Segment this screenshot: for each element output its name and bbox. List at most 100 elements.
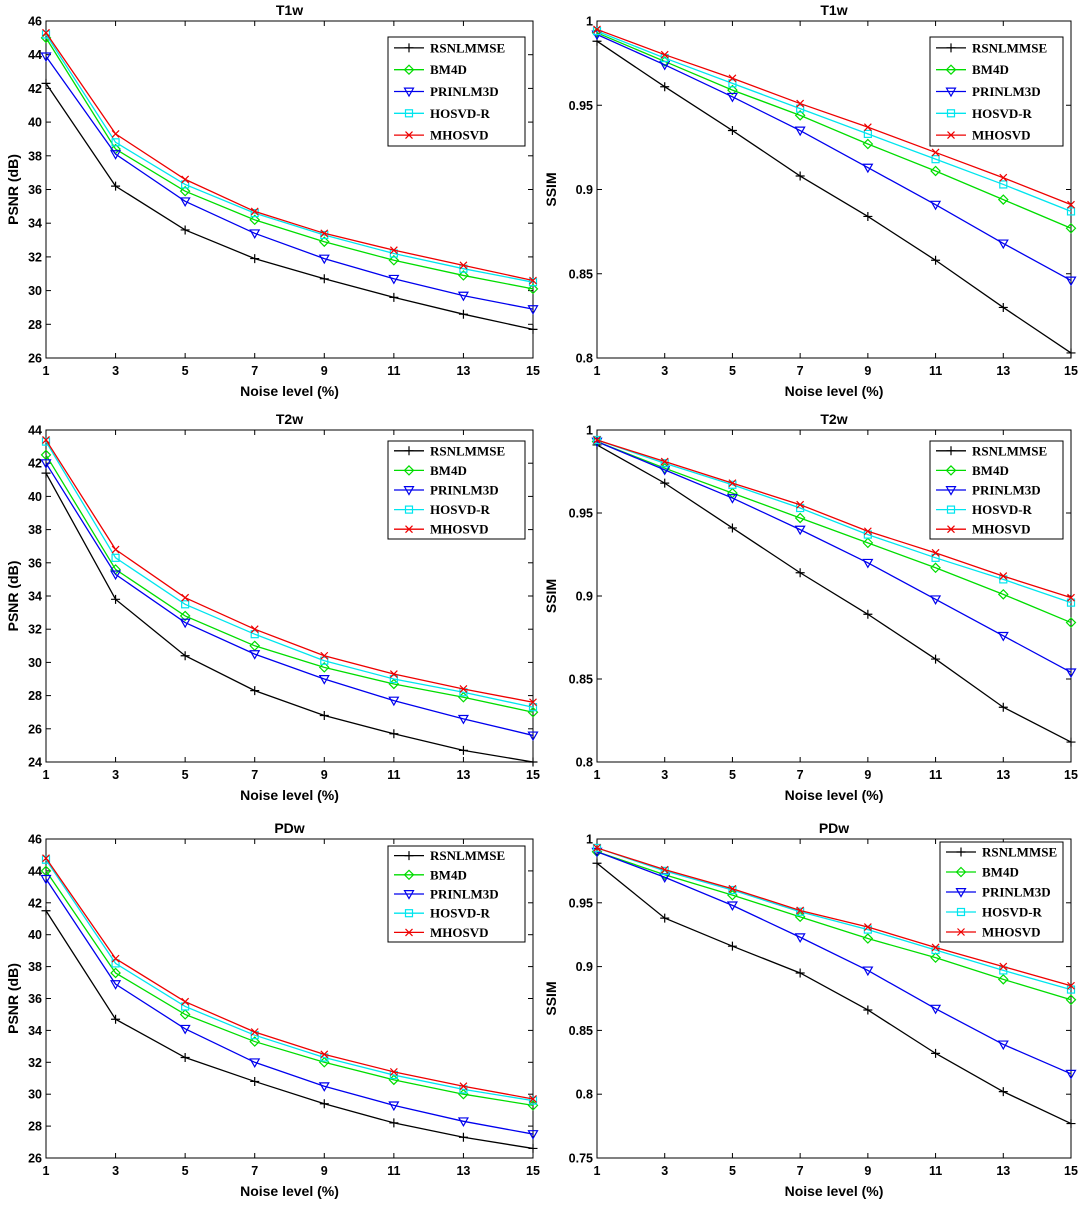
data-point xyxy=(1065,994,1077,1006)
series-prinlm3d xyxy=(40,52,539,315)
data-point xyxy=(527,283,539,295)
y-tick-label: 42 xyxy=(28,457,42,471)
legend-label: PRINLM3D xyxy=(430,483,499,498)
legend-item: MHOSVD xyxy=(936,128,1031,143)
series-mhosvd xyxy=(593,436,1075,602)
series-hosvd-r xyxy=(41,30,538,287)
y-tick-label: 0.8 xyxy=(576,756,593,770)
data-point xyxy=(111,594,121,604)
y-tick-label: 32 xyxy=(28,1056,42,1070)
series-rsnlmmse xyxy=(592,858,1076,1129)
y-tick-label: 44 xyxy=(28,864,42,878)
data-point xyxy=(179,197,191,208)
x-tick-label: 1 xyxy=(43,1164,50,1178)
data-point xyxy=(728,884,737,893)
x-tick-label: 7 xyxy=(251,364,258,378)
data-point xyxy=(459,1082,468,1091)
legend-marker xyxy=(955,888,967,898)
legend-marker xyxy=(945,87,957,98)
x-tick-label: 11 xyxy=(929,364,942,378)
series-line xyxy=(45,878,534,1135)
y-axis-label: SSIM xyxy=(543,981,559,1015)
data-point xyxy=(320,1050,329,1059)
y-tick-label: 0.85 xyxy=(569,673,593,687)
series-line xyxy=(596,851,1072,1001)
series-line xyxy=(596,441,1072,624)
data-point xyxy=(459,261,468,270)
data-point xyxy=(795,171,805,181)
series-line xyxy=(45,454,534,713)
data-point xyxy=(862,966,874,977)
y-tick-label: 0.9 xyxy=(576,960,593,974)
series-line xyxy=(596,40,1072,354)
y-tick-label: 32 xyxy=(28,623,42,637)
data-point xyxy=(1066,598,1076,607)
data-point xyxy=(728,74,737,83)
data-point xyxy=(931,255,941,265)
y-axis-label: PSNR (dB) xyxy=(5,561,21,632)
legend-marker xyxy=(404,446,414,456)
data-point xyxy=(1065,1069,1077,1080)
x-axis-label: Noise level (%) xyxy=(785,1183,884,1199)
data-point xyxy=(179,1009,191,1020)
data-point xyxy=(110,980,122,990)
series-line xyxy=(596,30,1072,213)
x-tick-label: 5 xyxy=(729,1164,736,1178)
data-point xyxy=(794,512,806,524)
data-point xyxy=(593,436,601,444)
legend-item: HOSVD-R xyxy=(394,502,491,517)
legend-item: RSNLMMSE xyxy=(394,443,505,458)
y-tick-label: 30 xyxy=(28,1088,42,1102)
legend-marker xyxy=(945,486,957,496)
series-line xyxy=(45,34,534,283)
y-tick-label: 26 xyxy=(28,722,42,736)
x-tick-label: 7 xyxy=(251,768,258,782)
data-point xyxy=(318,662,330,673)
series-line xyxy=(596,28,1072,206)
data-point xyxy=(527,1130,539,1140)
series-line xyxy=(45,462,534,737)
x-tick-label: 13 xyxy=(456,1164,470,1178)
data-point xyxy=(181,600,190,609)
data-point xyxy=(593,25,601,34)
x-tick-label: 1 xyxy=(43,364,50,378)
legend: RSNLMMSE BM4D PRINLM3D HOSVD-R MHOSVD xyxy=(939,841,1064,943)
x-tick-label: 13 xyxy=(996,768,1010,782)
legend-label: MHOSVD xyxy=(430,128,489,143)
data-point xyxy=(111,954,120,963)
data-point xyxy=(727,941,737,951)
y-tick-label: 46 xyxy=(28,15,42,29)
legend-label: HOSVD-R xyxy=(972,502,1033,517)
series-line xyxy=(596,439,1072,599)
data-point xyxy=(1067,593,1075,602)
data-point xyxy=(931,148,940,157)
y-tick-label: 26 xyxy=(28,352,42,366)
data-point xyxy=(388,254,400,266)
data-point xyxy=(999,180,1008,189)
y-axis-label: SSIM xyxy=(543,579,559,613)
data-point xyxy=(726,494,738,504)
data-point xyxy=(179,1024,191,1035)
legend-marker xyxy=(956,847,966,857)
legend-marker xyxy=(947,131,955,140)
legend: RSNLMMSE BM4D PRINLM3D HOSVD-R MHOSVD xyxy=(387,845,526,943)
series-line xyxy=(596,847,1072,991)
x-tick-label: 5 xyxy=(729,768,736,782)
legend-marker xyxy=(403,486,415,496)
data-point xyxy=(180,1053,190,1063)
y-tick-label: 40 xyxy=(28,490,42,504)
legend-label: RSNLMMSE xyxy=(430,443,505,458)
data-point xyxy=(111,1014,121,1024)
legend-marker xyxy=(945,64,957,76)
series-line xyxy=(596,851,1072,1075)
data-point xyxy=(528,1096,538,1105)
x-tick-label: 11 xyxy=(387,364,400,378)
x-tick-label: 1 xyxy=(594,364,601,378)
y-tick-label: 0.9 xyxy=(576,590,593,604)
data-point xyxy=(528,1143,538,1153)
x-tick-label: 15 xyxy=(526,1164,540,1178)
legend: RSNLMMSE BM4D PRINLM3D HOSVD-R MHOSVD xyxy=(929,36,1064,147)
series-line xyxy=(45,439,534,703)
